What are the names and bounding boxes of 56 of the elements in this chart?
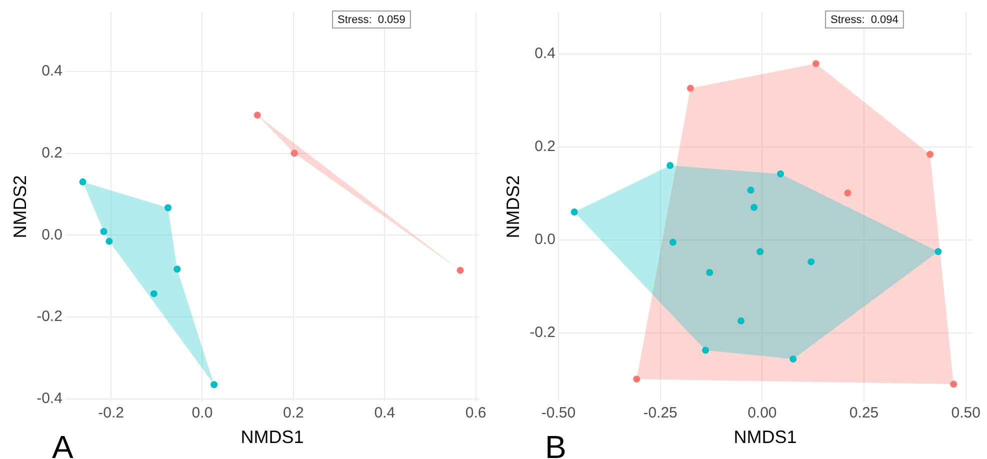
- x-tick-label: -0.2: [98, 404, 124, 422]
- point: [702, 346, 710, 354]
- point: [164, 204, 172, 212]
- point: [790, 356, 797, 363]
- point: [686, 84, 694, 92]
- point: [174, 266, 181, 273]
- x-tick-label: 0.4: [374, 404, 396, 422]
- y-tick-label: 0.2: [42, 144, 62, 162]
- point: [210, 381, 218, 388]
- point: [812, 60, 820, 68]
- y-tick-label: 0.0: [42, 226, 62, 244]
- point: [570, 208, 578, 216]
- y-axis-title: NMDS2: [502, 175, 523, 238]
- point: [747, 186, 754, 194]
- y-tick-label: -0.4: [36, 390, 62, 408]
- point: [808, 258, 815, 266]
- point: [934, 248, 942, 256]
- x-axis-title: NMDS1: [240, 427, 304, 448]
- y-tick-label: -0.2: [36, 308, 62, 326]
- point: [254, 112, 261, 119]
- point: [669, 238, 676, 246]
- annotation: Stress: 0.094: [830, 14, 898, 26]
- x-tick-label: 0.25: [849, 404, 879, 422]
- x-axis-title: NMDS1: [734, 427, 797, 448]
- point: [750, 204, 758, 211]
- point: [150, 290, 158, 298]
- y-tick-label: 0.4: [42, 62, 62, 80]
- point: [633, 376, 640, 383]
- y-tick-label: 0.0: [534, 231, 556, 248]
- point: [737, 317, 744, 324]
- point: [756, 248, 764, 256]
- x-tick-label: -0.25: [643, 404, 678, 422]
- x-tick-label: 0.6: [465, 404, 486, 422]
- y-tick-label: 0.4: [534, 45, 556, 62]
- point: [79, 178, 86, 186]
- point: [456, 266, 464, 274]
- point: [950, 380, 958, 388]
- point: [926, 150, 934, 158]
- x-tick-label: -0.50: [541, 404, 576, 422]
- point: [666, 162, 674, 170]
- x-tick-label: 0.2: [282, 404, 304, 422]
- x-tick-label: 0.0: [192, 404, 213, 422]
- y-tick-label: 0.2: [534, 138, 556, 156]
- y-axis-title: NMDS2: [10, 175, 30, 238]
- point: [290, 150, 298, 157]
- annotation: Stress: 0.059: [338, 14, 406, 26]
- point: [844, 189, 852, 196]
- point: [777, 170, 784, 178]
- text: A: [52, 429, 74, 459]
- text: B: [545, 429, 566, 459]
- x-tick-label: 0.50: [951, 404, 980, 422]
- x-tick-label: 0.00: [748, 404, 777, 422]
- point: [706, 269, 714, 276]
- point: [106, 238, 113, 245]
- point: [100, 228, 108, 235]
- y-tick-label: -0.2: [530, 324, 556, 342]
